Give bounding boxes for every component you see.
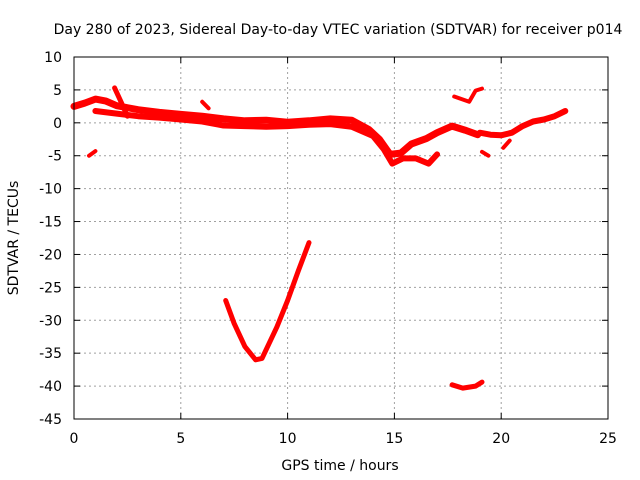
series-fragment-19.2h	[480, 149, 491, 158]
y-tick-label: -20	[39, 247, 62, 263]
series-fragment-0.9h	[87, 149, 98, 158]
x-tick-label: 5	[176, 431, 185, 447]
series-main-band-lower	[92, 108, 441, 167]
y-tick-labels: 10 5 0 -5 -10 -15 -20 -25 -30 -35 -40 -45	[39, 50, 62, 428]
series-fragment-17.8h-high	[452, 86, 484, 104]
x-tick-labels: 0 5 10 15 20 25	[70, 431, 617, 447]
y-tick-label: -40	[39, 379, 62, 395]
y-tick-label: -5	[48, 149, 62, 165]
y-tick-label: -45	[39, 412, 62, 428]
y-tick-label: -15	[39, 215, 62, 231]
y-tick-label: -35	[39, 346, 62, 362]
y-tick-label: 5	[53, 83, 62, 99]
y-tick-label: -10	[39, 182, 62, 198]
series-fragment-20.3h	[501, 138, 512, 150]
chart-title: Day 280 of 2023, Sidereal Day-to-day VTE…	[54, 22, 623, 38]
series-spike-2h	[112, 85, 130, 119]
series-fragment-6h	[200, 99, 211, 111]
data-traces	[70, 85, 569, 391]
y-axis-label: SDTVAR / TECUs	[6, 181, 22, 296]
x-tick-label: 0	[70, 431, 79, 447]
plot-frame	[73, 56, 609, 420]
y-tick-label: -30	[39, 313, 62, 329]
y-tick-label: 10	[44, 50, 62, 66]
series-main-band	[70, 95, 482, 158]
axis-ticks	[73, 56, 609, 420]
grid-lines	[74, 57, 608, 419]
series-fragment-17.8h-low	[449, 379, 485, 391]
x-axis-label: GPS time / hours	[281, 458, 398, 474]
x-tick-label: 25	[599, 431, 617, 447]
series-late-segment	[476, 108, 569, 139]
x-tick-label: 10	[279, 431, 297, 447]
series-dip-curve	[223, 240, 312, 363]
y-tick-label: -25	[39, 280, 62, 296]
y-tick-label: 0	[53, 116, 62, 132]
x-tick-label: 20	[492, 431, 510, 447]
x-tick-label: 15	[385, 431, 403, 447]
